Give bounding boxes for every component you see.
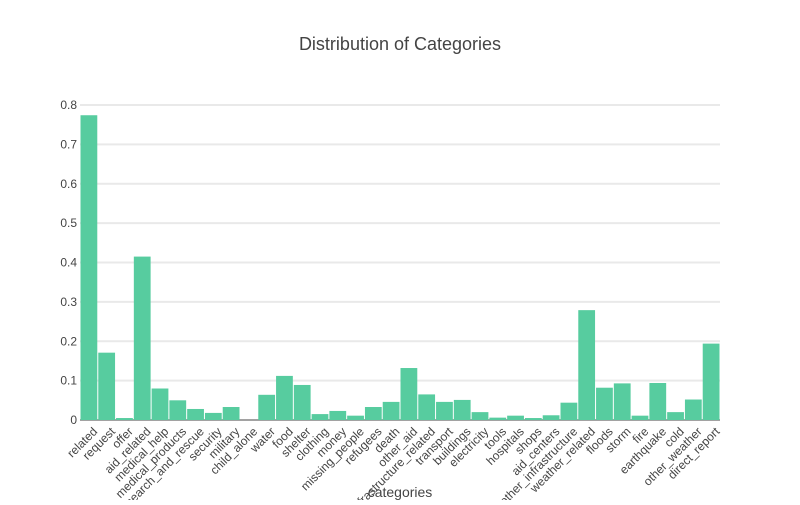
bar-missing-people[interactable]	[347, 415, 364, 420]
y-tick-label: 0.3	[60, 295, 77, 309]
y-tick-label: 0.4	[60, 256, 77, 270]
y-tick-label: 0.7	[60, 137, 77, 151]
bar-security[interactable]	[204, 412, 222, 420]
bar-direct-report[interactable]	[702, 343, 720, 420]
bar-search-and-rescue[interactable]	[187, 408, 204, 420]
y-tick-label: 0.6	[60, 177, 77, 191]
bar-tools[interactable]	[489, 417, 507, 420]
chart-title: Distribution of Categories	[299, 34, 501, 54]
y-tick-label: 0.1	[60, 374, 77, 388]
bar-food[interactable]	[276, 375, 293, 420]
bar-electricity[interactable]	[471, 412, 489, 420]
bar-medical-products[interactable]	[169, 400, 187, 420]
bar-infrastructure-related[interactable]	[418, 394, 436, 420]
bars	[80, 115, 720, 421]
bar-shelter[interactable]	[293, 384, 311, 420]
bar-other-aid[interactable]	[400, 368, 418, 420]
bar-earthquake[interactable]	[649, 382, 667, 420]
bar-request[interactable]	[98, 352, 116, 420]
bar-shops[interactable]	[524, 418, 542, 420]
x-axis-label: categories	[368, 484, 433, 500]
bar-aid-related[interactable]	[133, 256, 151, 420]
y-tick-label: 0.8	[60, 98, 77, 112]
bar-money[interactable]	[329, 410, 347, 420]
bar-refugees[interactable]	[364, 407, 382, 420]
bar-medical-help[interactable]	[151, 388, 169, 421]
y-tick-labels: 0 0.1 0.2 0.3 0.4 0.5 0.6 0.7 0.8	[60, 98, 77, 427]
bar-hospitals[interactable]	[507, 415, 524, 420]
bar-transport[interactable]	[436, 401, 453, 420]
bar-aid-centers[interactable]	[542, 415, 560, 420]
y-tick-label: 0	[70, 413, 77, 427]
bar-weather-related[interactable]	[578, 310, 596, 420]
y-tick-label: 0.2	[60, 334, 77, 348]
gridlines	[80, 104, 720, 421]
bar-storm[interactable]	[613, 383, 631, 420]
y-tick-label: 0.5	[60, 216, 77, 230]
bar-death[interactable]	[382, 401, 400, 420]
bar-water[interactable]	[258, 394, 276, 420]
bar-clothing[interactable]	[311, 414, 329, 420]
bar-other-infrastructure[interactable]	[560, 402, 578, 420]
bar-buildings[interactable]	[453, 399, 471, 420]
bar-military[interactable]	[222, 407, 240, 420]
bar-floods[interactable]	[596, 387, 613, 420]
bar-offer[interactable]	[116, 418, 133, 420]
bar-related[interactable]	[80, 115, 98, 421]
bar-cold[interactable]	[667, 412, 684, 420]
bar-other-weather[interactable]	[684, 399, 702, 420]
bar-fire[interactable]	[631, 415, 649, 420]
